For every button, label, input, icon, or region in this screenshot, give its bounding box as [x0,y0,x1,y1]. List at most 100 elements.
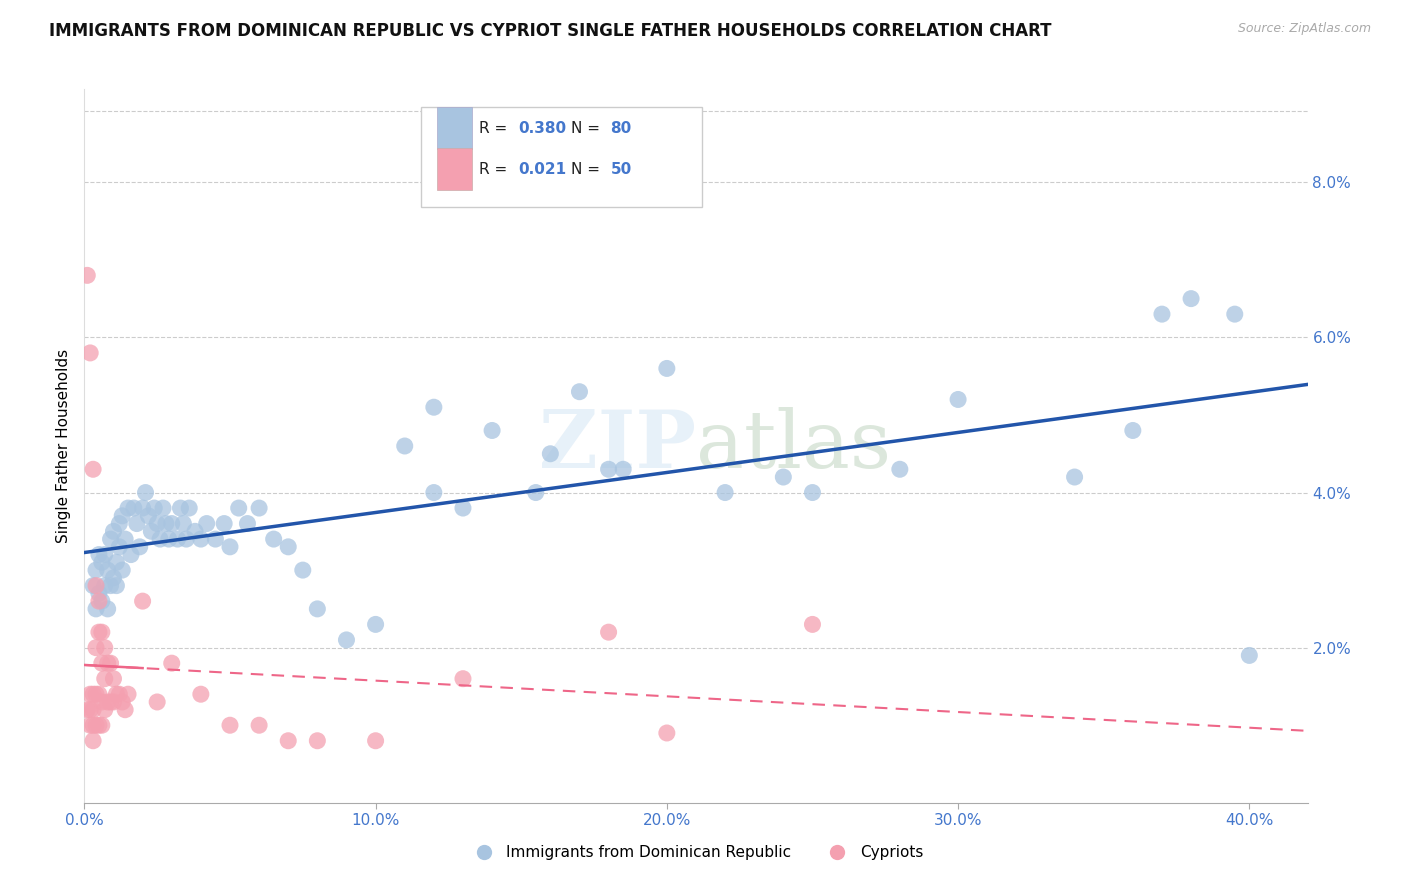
Point [79,346,101,360]
Point [228,501,250,516]
Point [172,516,194,531]
Point [146,516,169,531]
Point [166,532,188,546]
Point [111,695,134,709]
Point [423,485,446,500]
Point [84,718,107,732]
Text: R =: R = [479,161,513,177]
Point [538,447,561,461]
Point [90,695,112,709]
Point [946,392,969,407]
Point [568,384,591,399]
Point [655,361,678,376]
FancyBboxPatch shape [437,107,472,150]
Point [105,687,128,701]
Point [481,424,503,438]
Point [100,695,122,709]
Point [103,524,125,539]
Point [335,632,357,647]
Point [247,718,270,732]
Point [103,672,125,686]
Point [97,602,120,616]
Point [598,462,620,476]
Point [155,516,177,531]
Point [93,672,115,686]
Point [76,268,98,283]
Point [190,532,212,546]
Point [524,485,547,500]
Y-axis label: Single Father Households: Single Father Households [56,349,72,543]
FancyBboxPatch shape [437,148,472,190]
Point [103,695,125,709]
Point [263,532,285,546]
Point [79,703,101,717]
Point [1180,292,1202,306]
Point [160,656,183,670]
Point [82,718,104,732]
Point [103,571,125,585]
Point [128,540,150,554]
Point [87,625,110,640]
Point [84,640,107,655]
Point [146,695,169,709]
Point [82,462,104,476]
Point [612,462,634,476]
Point [84,602,107,616]
Text: atlas: atlas [696,407,891,485]
Point [277,540,299,554]
Point [108,516,131,531]
Point [93,579,115,593]
Point [125,516,148,531]
Point [87,718,110,732]
Point [93,548,115,562]
Point [93,703,115,717]
Point [1239,648,1261,663]
Point [277,733,299,747]
Text: R =: R = [479,121,513,136]
Point [90,656,112,670]
Point [82,733,104,747]
Point [204,532,226,546]
Point [97,656,120,670]
Point [87,594,110,608]
Point [108,540,131,554]
Text: 0.380: 0.380 [519,121,567,136]
Point [1122,424,1144,438]
Point [100,656,122,670]
Text: 0.021: 0.021 [519,161,567,177]
Point [100,532,122,546]
Point [307,733,329,747]
FancyBboxPatch shape [420,107,702,207]
Point [247,501,270,516]
Point [772,470,794,484]
Text: N =: N = [571,161,605,177]
Point [143,501,166,516]
Point [889,462,911,476]
Point [219,718,242,732]
Point [114,532,136,546]
Text: IMMIGRANTS FROM DOMINICAN REPUBLIC VS CYPRIOT SINGLE FATHER HOUSEHOLDS CORRELATI: IMMIGRANTS FROM DOMINICAN REPUBLIC VS CY… [49,22,1052,40]
Point [90,718,112,732]
Point [157,532,180,546]
Point [82,579,104,593]
Point [195,516,218,531]
Point [90,555,112,569]
Point [655,726,678,740]
Point [84,579,107,593]
Point [212,516,235,531]
Point [87,687,110,701]
Point [423,401,446,415]
Point [307,602,329,616]
Point [160,516,183,531]
Point [801,485,824,500]
Text: N =: N = [571,121,605,136]
Point [135,485,157,500]
Point [87,586,110,600]
Point [451,501,474,516]
Point [82,687,104,701]
Point [1063,470,1085,484]
Point [114,703,136,717]
Point [291,563,314,577]
Text: 80: 80 [610,121,631,136]
Point [190,687,212,701]
